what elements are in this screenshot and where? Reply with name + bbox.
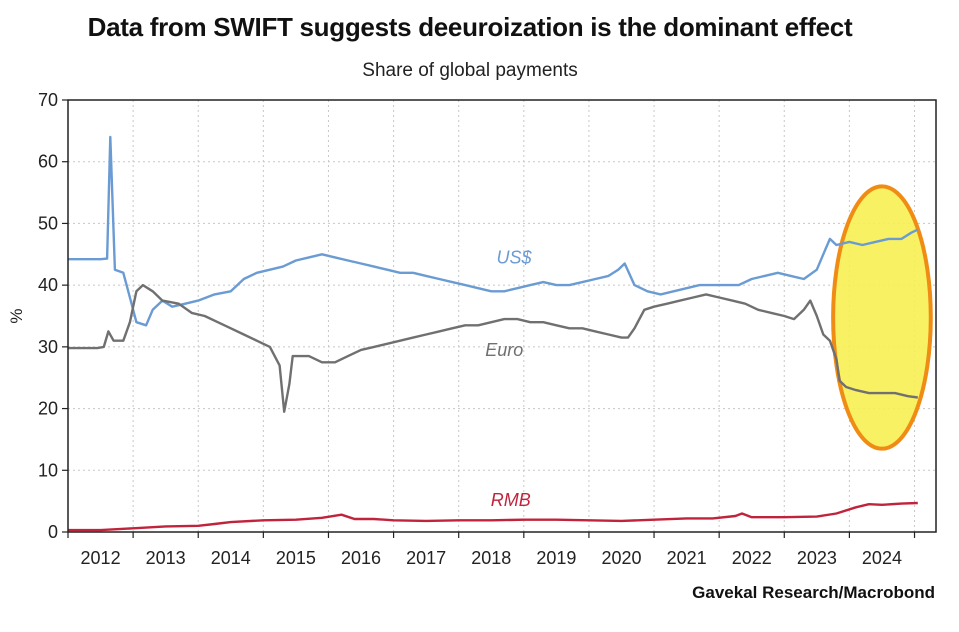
y-tick-label: 50 [38,213,58,233]
series-label-us: US$ [497,248,533,268]
series-label-euro: Euro [485,340,523,360]
x-tick-label: 2015 [276,548,316,568]
series-line-rmb [68,501,918,532]
series-layer [68,135,919,532]
x-tick-label: 2021 [667,548,707,568]
x-tick-label: 2018 [471,548,511,568]
x-tick-label: 2014 [211,548,251,568]
y-axis-label: % [7,308,26,323]
y-tick-label: 10 [38,460,58,480]
grid [68,100,936,532]
y-tick-label: 0 [48,522,58,542]
highlight-ellipse [831,184,933,451]
x-tick-label: 2017 [406,548,446,568]
x-axis: 2012 2013 2014 2015 2016 2017 2018 2019 2020 2021… [67,532,916,568]
series-line-euro [68,283,918,413]
y-tick-label: 60 [38,152,58,172]
y-tick-label: 40 [38,275,58,295]
y-axis: 0 10 20 30 40 50 60 70 [38,90,68,542]
x-tick-label: 2012 [81,548,121,568]
series-line-us [68,135,919,327]
chart-subtitle: Share of global payments [362,60,578,81]
x-tick-label: 2022 [732,548,772,568]
x-tick-label: 2024 [862,548,902,568]
x-tick-label: 2019 [536,548,576,568]
x-tick-label: 2023 [797,548,837,568]
y-tick-label: 70 [38,90,58,110]
chart-title: Data from SWIFT suggests deeuroization i… [87,12,853,42]
source-credit: Gavekal Research/Macrobond [692,583,935,602]
y-tick-label: 30 [38,337,58,357]
plot-frame [67,99,937,533]
x-tick-label: 2013 [146,548,186,568]
x-tick-label: 2020 [601,548,641,568]
y-tick-label: 20 [38,399,58,419]
series-labels: US$ Euro RMB [485,248,532,511]
x-tick-label: 2016 [341,548,381,568]
series-label-rmb: RMB [491,490,531,510]
